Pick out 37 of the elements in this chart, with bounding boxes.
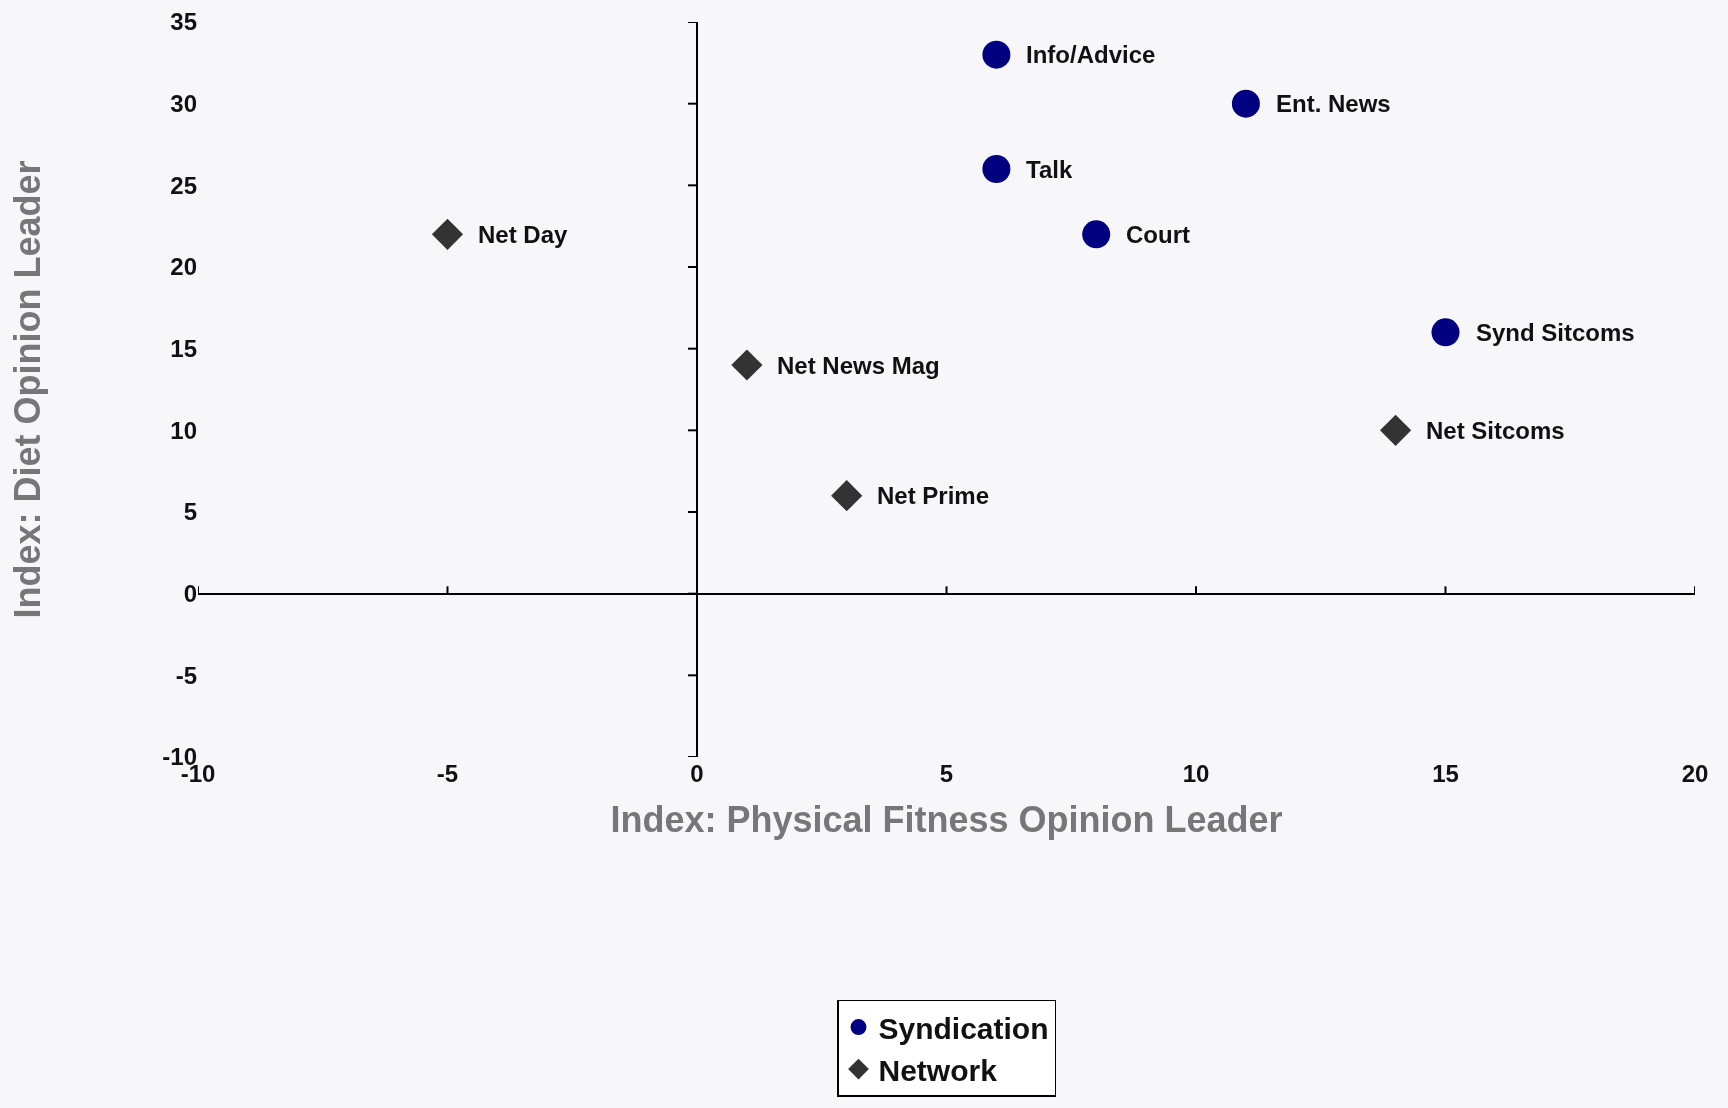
y-tick-label: 35 xyxy=(170,8,197,36)
y-tick-label: -5 xyxy=(175,661,197,689)
y-axis-title: Index: Diet Opinion Leader xyxy=(7,160,49,619)
y-tick-label: 15 xyxy=(170,335,197,363)
annotation: Net Prime xyxy=(877,482,990,509)
y-tick-label: 25 xyxy=(170,171,197,199)
point xyxy=(431,218,464,250)
annotation: Ent. News xyxy=(1276,90,1391,117)
annotation: Net Sitcoms xyxy=(1426,417,1565,444)
annotation: Net Day xyxy=(478,221,569,248)
x-tick-label: 5 xyxy=(939,760,954,787)
point xyxy=(1431,318,1460,347)
annotation: Info/Advice xyxy=(1026,41,1156,68)
annotation: Synd Sitcoms xyxy=(1476,319,1635,346)
y-tick-label: 10 xyxy=(170,416,197,444)
y-tick-label: 20 xyxy=(170,253,197,281)
point xyxy=(1082,220,1111,249)
annotation: Talk xyxy=(1026,156,1073,183)
legend-label: Network xyxy=(878,1053,998,1087)
x-tick-label: -5 xyxy=(436,760,459,787)
x-tick-label: 15 xyxy=(1432,760,1459,787)
annotation: Net News Mag xyxy=(777,352,940,379)
x-tick-label: 20 xyxy=(1681,760,1709,787)
x-tick-label: 10 xyxy=(1182,760,1210,787)
y-tick-label: 5 xyxy=(183,498,197,526)
point xyxy=(982,155,1011,183)
point xyxy=(831,480,863,512)
point xyxy=(1231,89,1260,118)
y-tick-label: 0 xyxy=(183,580,197,608)
x-tick-label: 0 xyxy=(690,760,704,787)
point xyxy=(982,40,1011,69)
point xyxy=(1380,414,1412,446)
annotation: Court xyxy=(1126,221,1190,248)
legend-label: Syndication xyxy=(878,1011,1049,1045)
point xyxy=(731,349,763,381)
x-axis-title: Index: Physical Fitness Opinion Leader xyxy=(610,798,1283,840)
y-tick-label: 30 xyxy=(170,90,197,118)
